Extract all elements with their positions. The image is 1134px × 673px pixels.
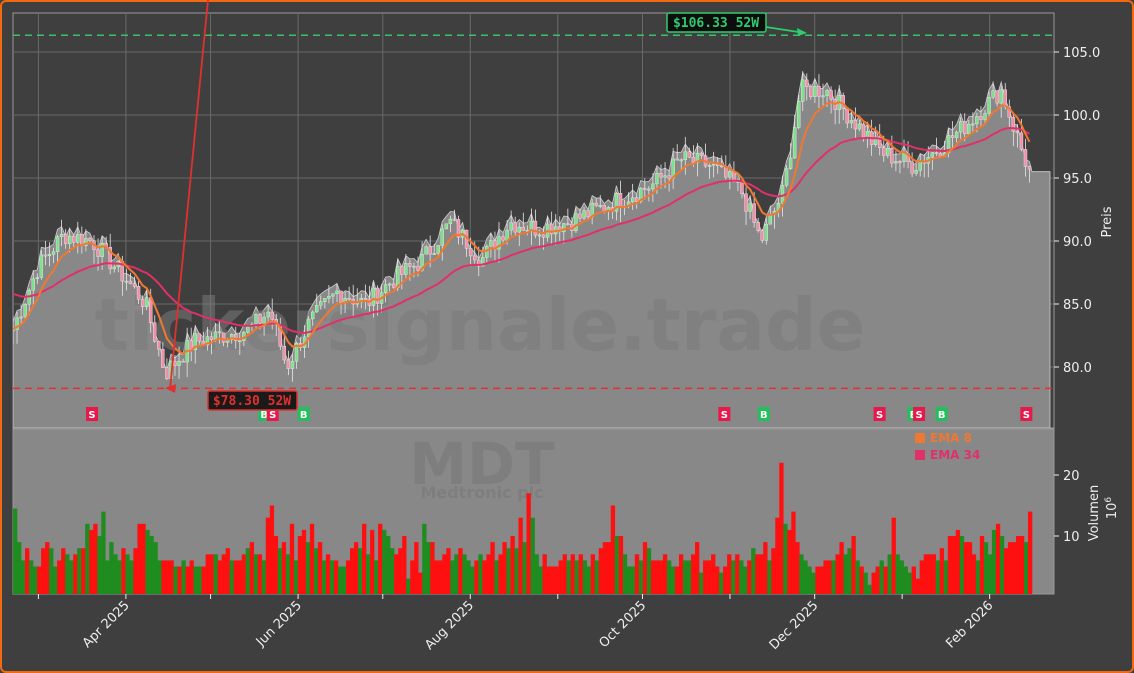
ema-8-line [13,101,1031,355]
watermark-text: tickersignale.trade [95,283,866,367]
signal-sell [913,407,926,421]
volume-tick: 20 [1063,469,1080,484]
signal-letter: B [938,410,946,421]
price-tick: 100.0 [1063,109,1100,124]
low-52w-label: $78.30 52W [213,394,291,409]
signal-sell [873,407,886,421]
signal-letter: S [269,410,276,421]
signal-sell [718,407,731,421]
low-52w-annotation: $78.30 52W [165,0,298,411]
price-tick: 95.0 [1063,172,1092,187]
volume-axis: 10 20 [1054,469,1080,545]
signal-letter: S [915,410,922,421]
high-52w-annotation: $106.33 52W [666,12,807,36]
ema-34-line [13,126,1030,335]
legend-swatch-ema8 [915,433,925,443]
date-tick: Feb 2026 [943,598,996,651]
volume-axis-label: Volumen [1087,485,1102,542]
legend-label-ema8: EMA 8 [930,431,972,445]
company-watermark: Medtronic plc [420,483,543,502]
date-tick: Dec 2025 [767,598,822,653]
signal-sell [1020,407,1033,421]
volume-scale-label: 106 [1104,497,1120,520]
signal-sell [86,407,99,421]
price-tick: 85.0 [1063,298,1092,313]
volume-bars [13,462,1033,594]
date-tick: Apr 2025 [80,598,133,651]
signal-buy [757,407,770,421]
signal-letter: B [300,410,308,421]
signal-letter: S [876,410,883,421]
signal-letter: S [88,410,95,421]
signal-letter: B [260,410,268,421]
date-tick: Aug 2025 [422,598,477,653]
time-axis: Apr 2025 Jun 2025 Aug 2025 Oct 2025 Dec 2025… [37,594,996,653]
signal-letter: B [760,410,768,421]
legend-label-ema34: EMA 34 [930,448,980,462]
legend-swatch-ema34 [915,450,925,460]
volume-panel: MDT Medtronic plc EMA 8 EMA 34 10 20 Volu… [12,428,1120,595]
signal-buy [935,407,948,421]
signal-buy [297,407,310,421]
high-52w-label: $106.33 52W [673,16,759,31]
price-tick: 80.0 [1063,361,1092,376]
date-tick: Jun 2025 [253,598,305,650]
legend: EMA 8 EMA 34 [915,431,980,462]
signal-letter: S [721,410,728,421]
price-panel: tickersignale.trade SBSBSBSBSBS $106.33 … [12,0,1115,429]
date-tick: Oct 2025 [596,598,649,651]
price-axis: 80.0 85.0 90.0 95.0 100.0 105.0 [1054,46,1100,376]
price-tick: 105.0 [1063,46,1100,61]
ticker-watermark: MDT [409,430,555,498]
signal-markers: SBSBSBSBSBS [86,407,1033,421]
price-axis-label: Preis [1100,206,1115,237]
signal-letter: S [1023,410,1030,421]
price-tick: 90.0 [1063,235,1092,250]
volume-tick: 10 [1063,530,1080,545]
